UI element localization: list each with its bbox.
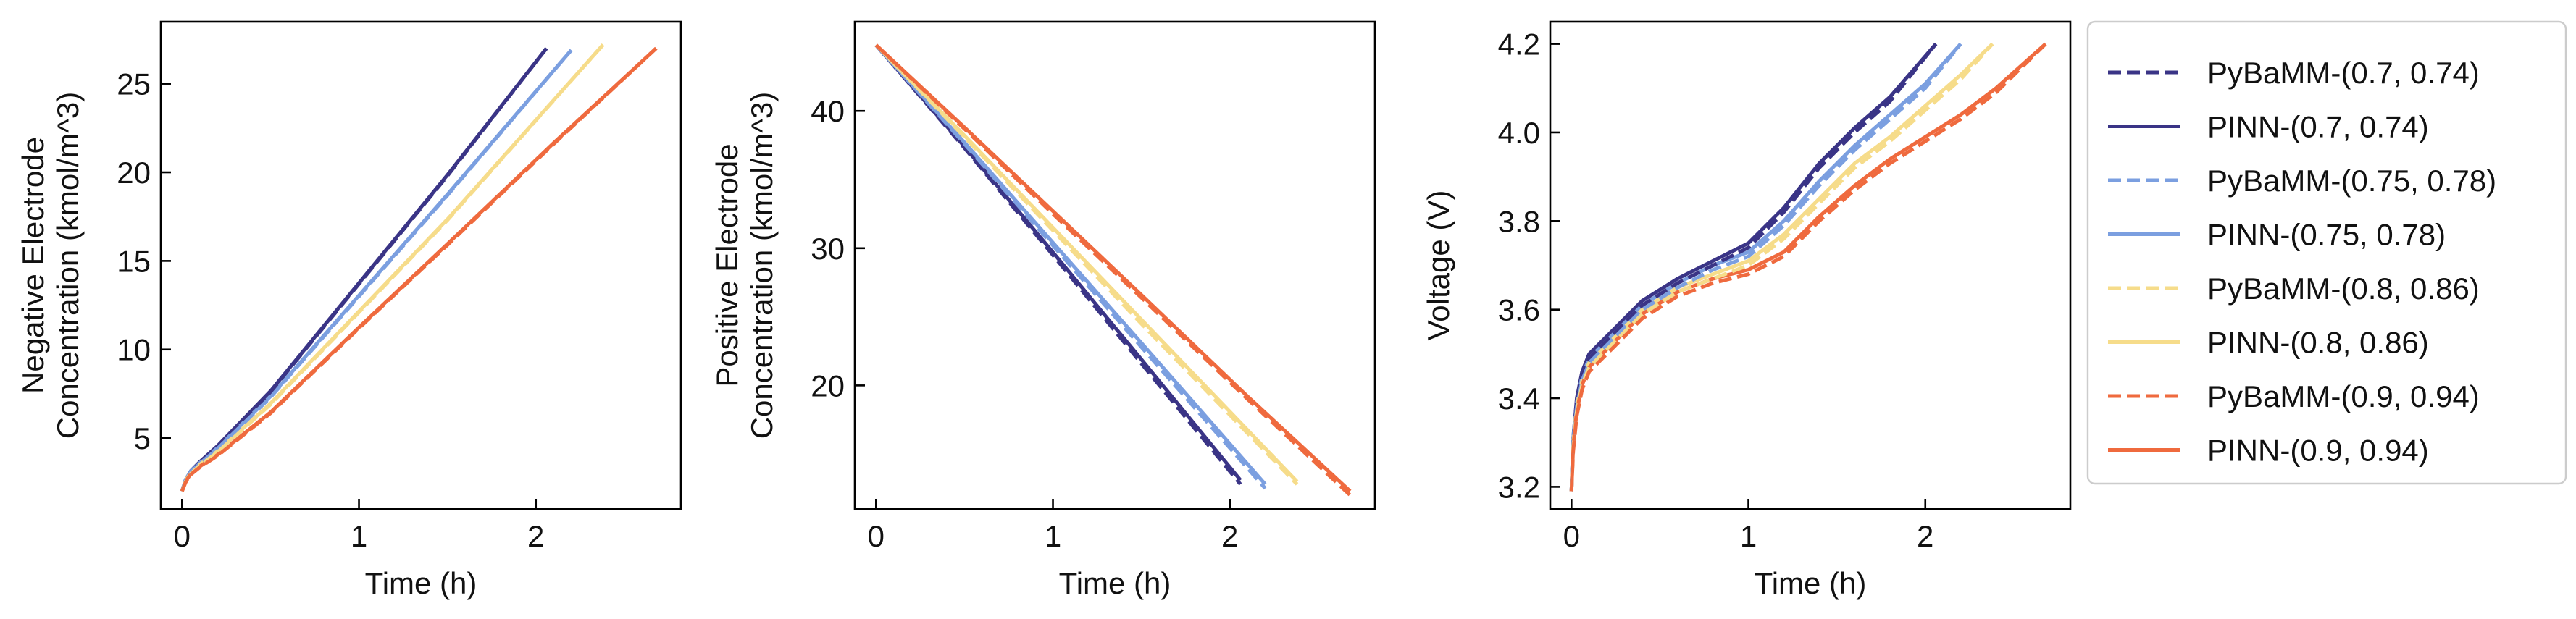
series-line-pybamm-0.9-0.94 bbox=[1569, 42, 2047, 492]
legend-label: PyBaMM-(0.7, 0.74) bbox=[2207, 56, 2480, 90]
y-tick-label: 20 bbox=[811, 369, 845, 403]
plot-frame bbox=[1549, 20, 2072, 510]
x-axis-label: Time (h) bbox=[365, 566, 477, 600]
x-tick-label: 0 bbox=[1563, 519, 1580, 553]
x-tick-label: 0 bbox=[868, 519, 885, 553]
chart-panel-2: 0 1 2 20 30 40 Time (h) Positive Electrode Conce… bbox=[710, 20, 1376, 600]
legend-entry: PyBaMM-(0.7, 0.74) bbox=[2108, 56, 2480, 90]
x-axis-label: Time (h) bbox=[1059, 566, 1171, 600]
y-tick-label: 3.2 bbox=[1498, 470, 1540, 504]
series-group bbox=[180, 43, 658, 492]
y-tick-label: 4.2 bbox=[1498, 28, 1540, 62]
series-line-pybamm-0.75-0.78 bbox=[874, 43, 1267, 490]
y-axis-label: Concentration (kmol/m^3) bbox=[51, 92, 85, 439]
legend-label: PINN-(0.75, 0.78) bbox=[2207, 218, 2446, 252]
plot-frame bbox=[159, 20, 682, 510]
y-axis-label: Positive Electrode bbox=[710, 143, 744, 387]
x-tick-label: 1 bbox=[1045, 519, 1061, 553]
legend-label: PyBaMM-(0.8, 0.86) bbox=[2207, 271, 2480, 306]
y-tick-label: 10 bbox=[117, 333, 151, 367]
series-line-pybamm-0.7-0.74 bbox=[874, 43, 1242, 486]
legend-entry: PINN-(0.9, 0.94) bbox=[2108, 434, 2429, 468]
y-axis-label: Concentration (kmol/m^3) bbox=[745, 92, 779, 439]
y-tick-label: 40 bbox=[811, 94, 845, 128]
legend-label: PyBaMM-(0.75, 0.78) bbox=[2207, 164, 2496, 198]
legend-entry: PINN-(0.8, 0.86) bbox=[2108, 326, 2429, 360]
x-tick-label: 1 bbox=[351, 519, 367, 553]
x-tick-label: 0 bbox=[174, 519, 191, 553]
legend-entry: PyBaMM-(0.9, 0.94) bbox=[2108, 379, 2480, 413]
series-group bbox=[1569, 42, 2047, 492]
y-axis-label: Voltage (V) bbox=[1421, 190, 1455, 341]
series-line-pybamm-0.75-0.78 bbox=[180, 49, 573, 492]
x-tick-label: 2 bbox=[1917, 519, 1933, 553]
legend-entry: PyBaMM-(0.8, 0.86) bbox=[2108, 271, 2480, 306]
series-line-pybamm-0.9-0.94 bbox=[180, 46, 658, 492]
x-tick-label: 2 bbox=[1221, 519, 1238, 553]
legend-label: PINN-(0.9, 0.94) bbox=[2207, 434, 2429, 468]
series-line-pybamm-0.8-0.86 bbox=[874, 43, 1299, 486]
x-axis-label: Time (h) bbox=[1755, 566, 1867, 600]
y-tick-label: 30 bbox=[811, 232, 845, 266]
y-tick-label: 3.6 bbox=[1498, 293, 1540, 327]
y-tick-label: 20 bbox=[117, 156, 151, 190]
legend-label: PINN-(0.8, 0.86) bbox=[2207, 326, 2429, 360]
series-line-pybamm-0.9-0.94 bbox=[874, 43, 1352, 497]
x-tick-label: 1 bbox=[1740, 519, 1757, 553]
y-tick-label: 5 bbox=[134, 421, 151, 455]
y-axis-label: Negative Electrode bbox=[16, 137, 50, 394]
legend-entry: PINN-(0.7, 0.74) bbox=[2108, 110, 2429, 144]
y-tick-label: 25 bbox=[117, 67, 151, 101]
y-tick-label: 15 bbox=[117, 244, 151, 278]
chart-panel-3: 0 1 2 3.2 3.4 3.6 3.8 4.0 4.2 Time (h) Voltage (V) bbox=[1421, 20, 2072, 600]
legend-entry: PyBaMM-(0.75, 0.78) bbox=[2108, 164, 2496, 198]
legend: PyBaMM-(0.7, 0.74) PINN-(0.7, 0.74) PyBaMM… bbox=[2086, 20, 2567, 485]
legend-label: PINN-(0.7, 0.74) bbox=[2207, 110, 2429, 144]
plot-frame bbox=[853, 20, 1376, 510]
y-tick-label: 3.8 bbox=[1498, 204, 1540, 238]
y-tick-label: 4.0 bbox=[1498, 116, 1540, 150]
legend-label: PyBaMM-(0.9, 0.94) bbox=[2207, 379, 2480, 413]
legend-entry: PINN-(0.75, 0.78) bbox=[2108, 218, 2446, 252]
y-tick-label: 3.4 bbox=[1498, 382, 1540, 416]
series-group bbox=[874, 43, 1352, 497]
x-tick-label: 2 bbox=[527, 519, 544, 553]
legend-frame bbox=[2086, 20, 2567, 485]
